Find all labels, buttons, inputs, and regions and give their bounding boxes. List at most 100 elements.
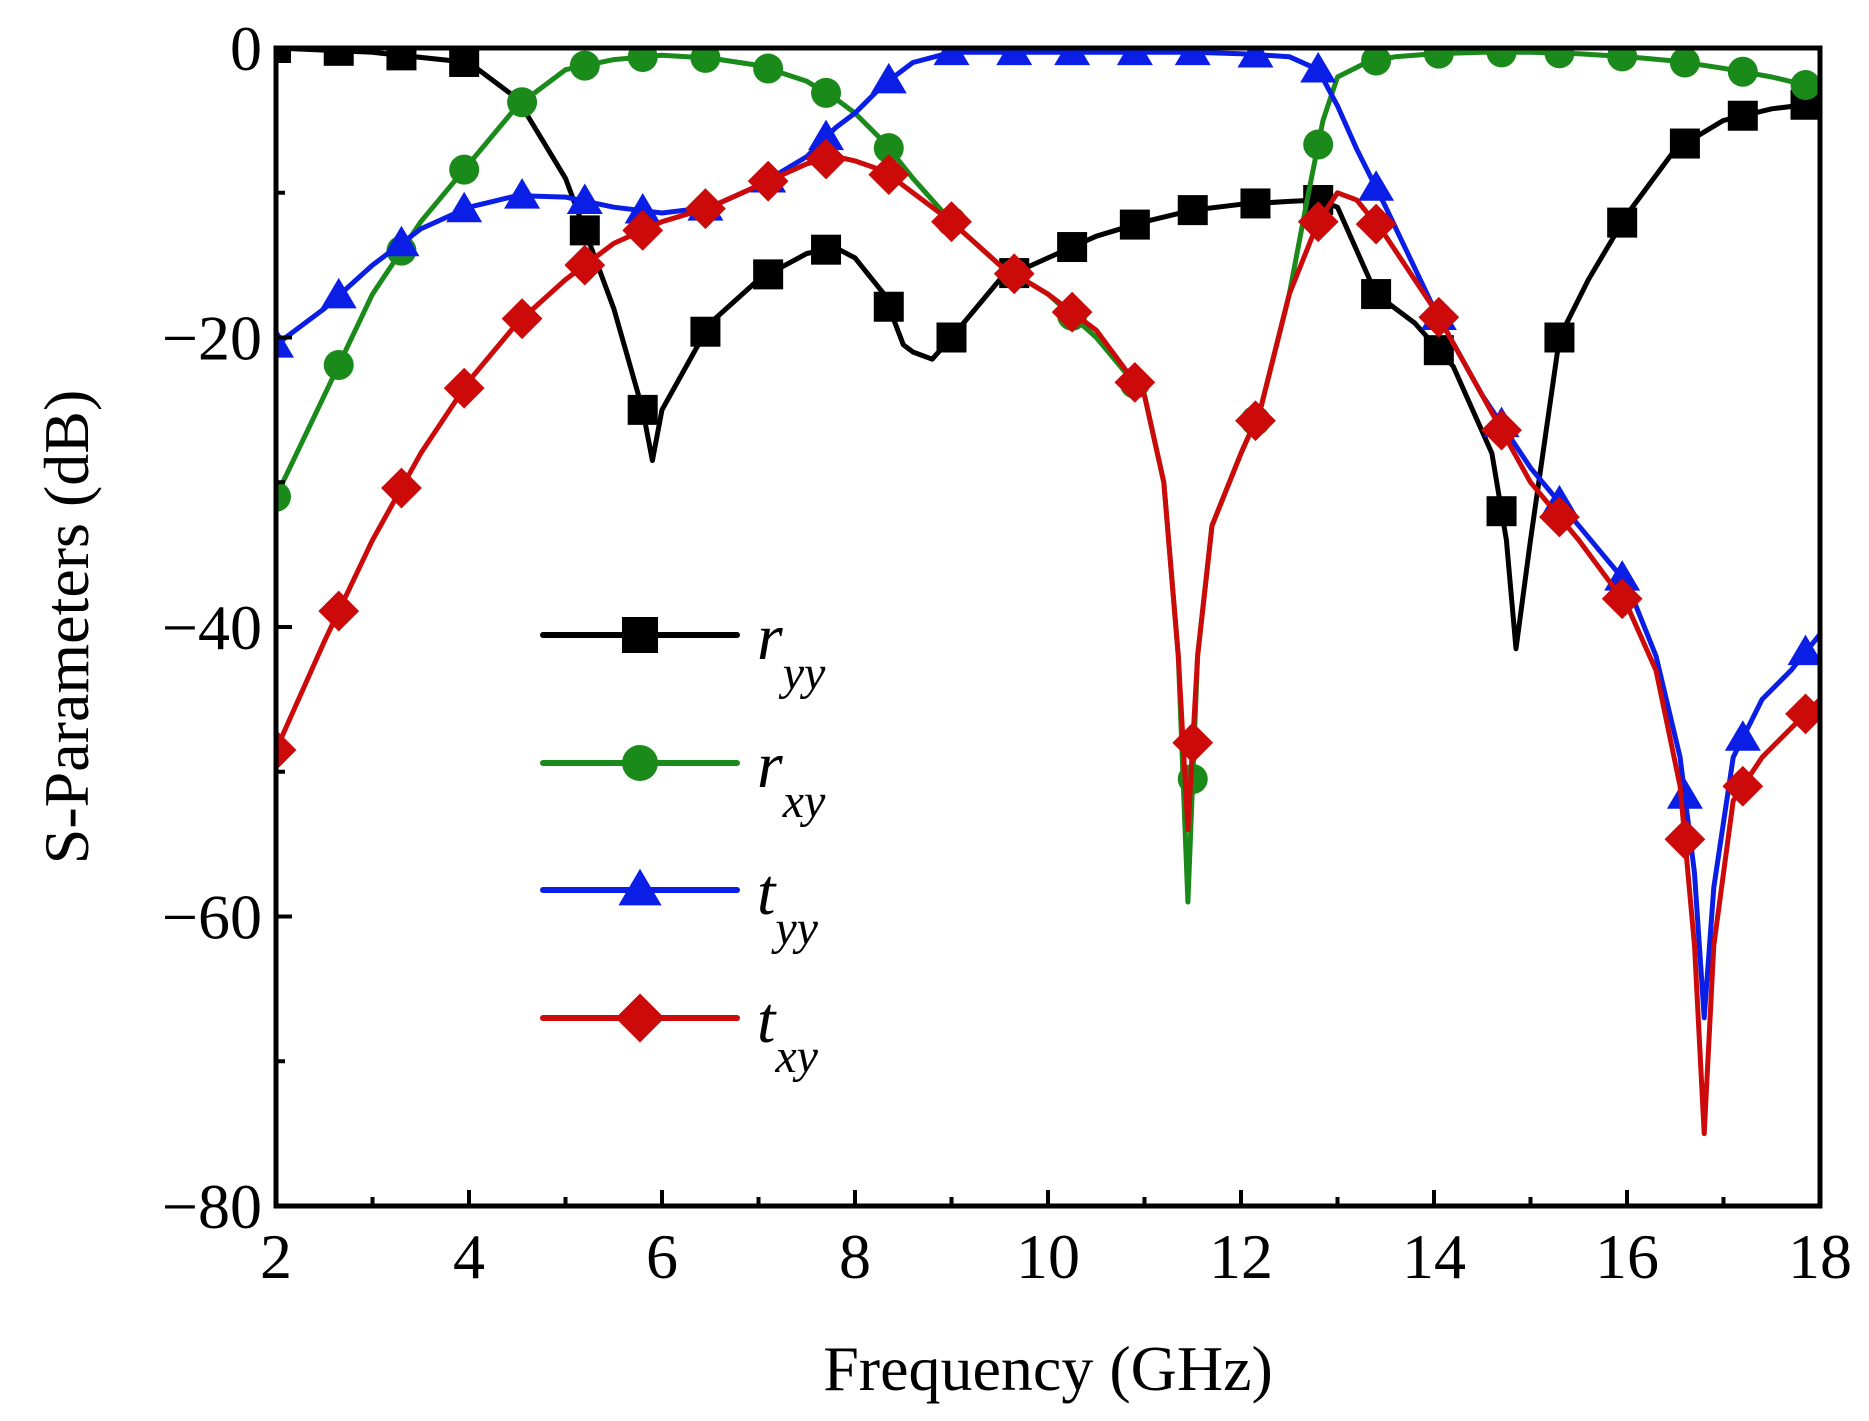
data-point-t-yy [870,62,907,94]
y-tick-label: −40 [162,592,262,663]
data-point-t-xy [1481,409,1522,451]
series-layer [276,48,1820,1137]
data-point-r-yy [1669,128,1700,159]
x-axis-title: Frequency (GHz) [823,1333,1273,1404]
legend-label-r-xy: rxy [757,729,826,828]
series-t-yy [276,48,1820,1021]
data-point-t-xy [1664,818,1706,860]
data-point-t-xy [1355,203,1397,245]
data-point-r-yy [1607,207,1638,238]
plot-frame [273,45,1823,1209]
data-point-t-xy [318,590,360,632]
y-axis-title: S-Parameters (dB) [31,390,102,865]
data-point-t-xy [931,201,972,243]
data-point-r-xy [873,133,904,164]
data-point-r-xy [276,481,291,512]
data-point-t-yy [624,193,661,224]
data-point-t-yy [1787,634,1820,666]
data-point-t-yy [1054,48,1091,66]
data-point-t-xy [1418,296,1460,338]
y-tick-label: −60 [162,882,262,953]
data-point-r-xy [1607,48,1638,72]
x-tick-label: 18 [1788,1221,1852,1292]
legend-label-r-yy: ryy [757,601,826,700]
data-point-r-xy [1361,48,1392,76]
legend-marker-r-xy [622,745,658,781]
x-tick-label: 10 [1016,1221,1080,1292]
data-point-r-xy [1423,48,1454,69]
legend-entry-r-yy: ryy [540,601,826,700]
y-tick-label: −80 [162,1171,262,1242]
series-line-r-yy [276,48,1820,652]
data-point-t-xy [1785,693,1820,735]
series-line-t-xy [276,154,1820,1137]
data-point-t-xy [1601,578,1643,620]
y-tick-label: −20 [162,303,262,374]
data-point-r-yy [1544,322,1575,353]
data-point-t-xy [381,467,422,509]
data-point-t-yy [1724,720,1761,751]
x-tick-label: 4 [453,1221,485,1292]
data-point-t-xy [868,154,910,196]
data-point-t-yy [446,191,483,223]
data-point-r-yy [1486,496,1517,527]
data-point-r-yy [276,48,291,63]
data-point-t-xy [805,138,847,180]
data-point-t-xy [685,188,726,230]
data-point-t-yy [996,48,1033,66]
y-tick-label: 0 [230,13,262,84]
data-point-t-xy [747,160,789,202]
data-point-r-yy [1177,195,1208,226]
data-point-r-xy [690,48,721,73]
data-point-r-yy [1057,232,1088,263]
data-point-t-xy [1539,496,1580,538]
data-point-t-yy [1358,170,1395,201]
legend-marker-t-xy [615,993,665,1043]
data-point-t-yy [1666,778,1703,809]
series-line-r-xy [276,49,1820,905]
data-point-r-yy [627,394,658,425]
series-line-t-yy [276,49,1820,1021]
data-point-t-yy [933,48,970,66]
data-point-t-xy [1235,400,1276,442]
legend-entry-t-xy: txy [540,984,819,1083]
data-point-t-yy [808,119,845,151]
data-point-r-yy [323,48,354,66]
data-point-r-yy [873,291,904,322]
data-point-r-xy [323,350,354,381]
data-point-t-yy [1237,48,1274,68]
data-point-r-xy [1669,48,1700,78]
data-point-r-yy [1361,279,1392,310]
data-point-t-yy [504,178,541,209]
data-point-r-xy [1544,48,1575,69]
x-tick-label: 14 [1402,1221,1466,1292]
legend-label-t-xy: txy [757,984,819,1083]
data-point-t-xy [1172,722,1214,764]
data-point-r-yy [569,215,600,246]
data-point-t-xy [501,298,543,340]
legend-label-t-yy: tyy [757,856,819,955]
data-point-r-yy [449,48,480,77]
series-r-yy [276,48,1820,652]
data-point-t-xy [564,244,606,286]
data-point-t-xy [443,367,485,409]
legend-entry-t-yy: tyy [540,856,819,955]
data-point-t-xy [276,729,297,771]
data-point-r-yy [811,234,842,265]
legend: ryy rxy tyy txy [540,601,826,1083]
x-tick-label: 16 [1595,1221,1659,1292]
data-point-t-yy [566,183,603,214]
x-tick-label: 2 [260,1221,292,1292]
data-point-r-xy [449,154,480,185]
data-point-t-yy [1174,48,1211,66]
data-point-r-xy [1486,48,1517,68]
data-point-t-xy [1051,291,1093,333]
data-point-r-yy [1240,188,1271,219]
data-point-t-yy [276,327,294,358]
data-point-r-xy [811,77,842,108]
series-t-xy [276,138,1820,1137]
data-point-r-yy [1727,100,1758,131]
data-point-r-yy [690,316,721,347]
data-point-t-yy [320,277,357,309]
